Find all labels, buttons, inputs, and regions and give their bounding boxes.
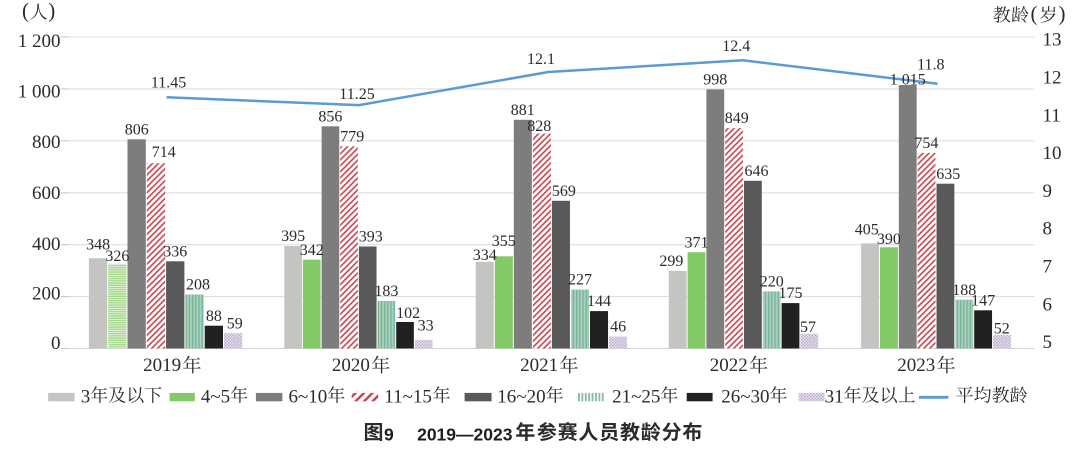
svg-text:57: 57 [800,319,816,336]
svg-text:390: 390 [877,231,901,248]
svg-text:12.1: 12.1 [527,51,555,68]
svg-text:2019—2023: 2019—2023 [417,424,513,444]
svg-text:569: 569 [552,183,576,200]
svg-text:11~15: 11~15 [384,386,432,407]
svg-text:144: 144 [587,293,611,310]
svg-text:355: 355 [492,233,516,250]
svg-text:1 200: 1 200 [18,31,61,52]
svg-text:336: 336 [163,243,187,260]
svg-text:188: 188 [952,282,976,299]
svg-text:400: 400 [32,234,61,255]
svg-text:183: 183 [374,283,398,300]
svg-text:11.45: 11.45 [151,75,186,92]
svg-text:1 000: 1 000 [18,82,61,103]
svg-text:2021: 2021 [520,355,558,376]
svg-text:348: 348 [86,236,110,253]
svg-text:6~10: 6~10 [289,386,328,407]
svg-text:12: 12 [1043,68,1062,89]
svg-text:11.8: 11.8 [917,57,944,74]
svg-text:393: 393 [359,229,383,246]
svg-text:21~25: 21~25 [612,386,660,407]
svg-text:5: 5 [1043,332,1053,353]
svg-text:998: 998 [703,72,727,89]
svg-text:7: 7 [1043,257,1053,278]
svg-text:405: 405 [855,222,879,239]
svg-text:714: 714 [152,144,176,161]
svg-text:299: 299 [659,253,683,270]
svg-text:1 015: 1 015 [890,72,926,89]
svg-text:2022: 2022 [710,355,748,376]
svg-text:828: 828 [527,118,551,135]
svg-text:59: 59 [227,315,243,332]
svg-text:11.25: 11.25 [339,86,374,103]
svg-text:2023: 2023 [897,355,935,376]
svg-text:46: 46 [610,319,626,336]
svg-text:9: 9 [1043,181,1053,202]
svg-text:): ) [48,0,55,23]
svg-text:26~30: 26~30 [721,386,769,407]
svg-text:9: 9 [384,424,394,444]
svg-text:646: 646 [745,163,769,180]
svg-text:326: 326 [105,248,129,265]
svg-text:0: 0 [51,333,61,354]
svg-text:334: 334 [473,247,497,264]
svg-text:102: 102 [396,305,420,322]
svg-text:3: 3 [81,386,91,407]
svg-text:849: 849 [725,110,749,127]
svg-text:8: 8 [1043,219,1053,240]
svg-text:11: 11 [1043,105,1061,126]
svg-text:635: 635 [936,166,960,183]
svg-text:208: 208 [186,277,210,294]
svg-text:): ) [1059,2,1066,26]
svg-text:754: 754 [914,135,938,152]
svg-text:12.4: 12.4 [722,38,750,55]
svg-text:10: 10 [1043,143,1062,164]
svg-text:147: 147 [971,292,995,309]
svg-text:600: 600 [32,183,61,204]
svg-text:2020: 2020 [332,355,370,376]
svg-text:(: ( [1031,2,1038,26]
svg-text:6: 6 [1043,294,1053,315]
svg-text:800: 800 [32,132,61,153]
svg-text:856: 856 [318,108,342,125]
svg-text:200: 200 [32,283,61,304]
svg-text:31: 31 [825,386,844,407]
svg-text:881: 881 [511,102,535,119]
svg-text:33: 33 [418,317,434,334]
svg-text:779: 779 [340,128,364,145]
svg-text:4~5: 4~5 [201,386,230,407]
svg-text:806: 806 [125,121,149,138]
svg-text:52: 52 [994,321,1010,338]
svg-text:88: 88 [206,308,222,325]
svg-text:395: 395 [281,228,305,245]
svg-text:175: 175 [779,285,803,302]
svg-text:371: 371 [685,234,709,251]
svg-text:13: 13 [1043,30,1062,51]
svg-text:16~20: 16~20 [497,386,545,407]
svg-text:220: 220 [760,274,784,291]
svg-text:(: ( [22,0,29,23]
svg-text:2019: 2019 [143,355,181,376]
svg-text:227: 227 [568,272,592,289]
svg-text:342: 342 [300,242,324,259]
